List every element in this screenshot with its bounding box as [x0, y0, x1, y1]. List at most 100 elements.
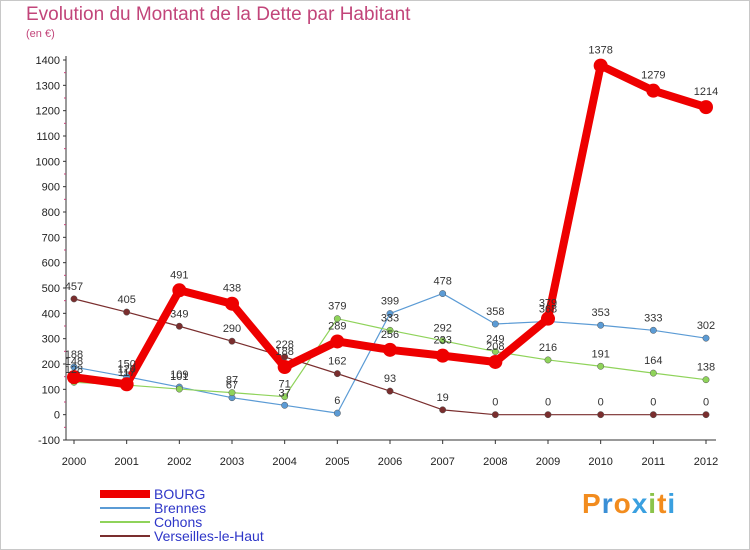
- data-label-verseilles-le-haut: 228: [275, 339, 293, 351]
- x-tick-label: 2011: [642, 456, 666, 468]
- point-verseilles-le-haut: [702, 411, 710, 419]
- logo-letter: i: [648, 488, 658, 519]
- point-bourg: [699, 100, 713, 115]
- legend-item-brennes: Brennes: [100, 500, 350, 516]
- point-brennes: [491, 320, 499, 328]
- point-bourg: [488, 354, 503, 369]
- data-label-brennes: 302: [697, 320, 715, 332]
- logo-letter: x: [631, 488, 649, 519]
- data-label-bourg: 491: [170, 269, 188, 281]
- point-bourg: [172, 283, 187, 298]
- point-cohons: [333, 315, 341, 323]
- legend-label-brennes: Brennes: [154, 500, 207, 516]
- x-tick-label: 2001: [114, 456, 138, 468]
- data-label-brennes: 399: [381, 296, 399, 308]
- data-label-brennes: 109: [170, 369, 188, 381]
- legend-item-bourg: BOURG: [100, 486, 350, 502]
- y-tick-label: 1100: [36, 131, 60, 143]
- x-tick-label: 2002: [167, 456, 191, 468]
- data-label-bourg: 1214: [694, 86, 718, 98]
- data-label-cohons: 117: [118, 367, 136, 379]
- data-label-verseilles-le-haut: 405: [117, 294, 135, 306]
- x-tick-label: 2009: [536, 456, 560, 468]
- x-tick-label: 2010: [588, 456, 612, 468]
- y-tick-label: 700: [42, 232, 60, 244]
- legend-item-verseilles-le-haut: Verseilles-le-Haut: [100, 528, 350, 544]
- y-tick-label: 1000: [36, 156, 60, 168]
- data-label-verseilles-le-haut: 0: [545, 397, 551, 409]
- y-tick-label: 100: [42, 384, 60, 396]
- data-label-bourg: 438: [223, 283, 241, 295]
- x-tick-label: 2008: [483, 456, 507, 468]
- data-label-bourg: 256: [381, 329, 399, 341]
- point-cohons: [649, 369, 657, 377]
- point-verseilles-le-haut: [597, 411, 605, 419]
- data-labels: 188 150 109 67 37 6 399 478 358 368 353 333 302 128 11…: [65, 45, 718, 409]
- point-cohons: [544, 356, 552, 364]
- point-bourg: [67, 370, 81, 385]
- legend-swatch-cohons: [100, 521, 150, 523]
- point-bourg: [330, 334, 345, 349]
- data-label-verseilles-le-haut: 349: [170, 308, 188, 320]
- data-label-brennes: 6: [334, 395, 340, 407]
- point-cohons: [228, 389, 236, 397]
- x-tick-label: 2005: [325, 456, 349, 468]
- point-brennes: [597, 321, 605, 329]
- legend-swatch-verseilles-le-haut: [100, 535, 150, 537]
- data-label-verseilles-le-haut: 290: [223, 323, 241, 335]
- legend-item-cohons: Cohons: [100, 514, 350, 530]
- data-label-cohons: 128: [65, 364, 83, 376]
- point-verseilles-le-haut: [228, 337, 236, 345]
- x-tick-label: 2000: [62, 456, 86, 468]
- logo-letter: t: [657, 488, 668, 519]
- y-tick-label: 1400: [36, 55, 60, 67]
- point-cohons: [386, 326, 394, 334]
- point-verseilles-le-haut: [386, 387, 394, 395]
- line-chart: -100010020030040050060070080090010001100…: [36, 45, 719, 468]
- series-points: [67, 58, 713, 419]
- data-label-verseilles-le-haut: 0: [703, 397, 709, 409]
- data-label-verseilles-le-haut: 0: [492, 397, 498, 409]
- y-tick-label: 200: [42, 359, 60, 371]
- y-tick-label: 900: [42, 182, 60, 194]
- data-label-bourg: 148: [65, 356, 83, 368]
- y-tick-label: 600: [42, 258, 60, 270]
- x-tick-label: 2004: [272, 456, 296, 468]
- data-label-cohons: 292: [433, 323, 451, 335]
- point-verseilles-le-haut: [333, 370, 341, 378]
- point-bourg: [435, 348, 450, 363]
- point-cohons: [281, 393, 289, 401]
- point-brennes: [333, 409, 341, 417]
- y-tick-label: 0: [54, 410, 60, 422]
- data-label-bourg: 1279: [641, 70, 665, 82]
- data-label-verseilles-le-haut: 19: [437, 392, 449, 404]
- point-brennes: [439, 290, 447, 298]
- data-label-brennes: 67: [226, 380, 238, 392]
- data-label-verseilles-le-haut: 93: [384, 373, 396, 385]
- point-cohons: [702, 376, 710, 384]
- y-tick-label: -100: [38, 435, 60, 447]
- point-bourg: [646, 83, 661, 98]
- point-brennes: [386, 310, 394, 318]
- point-brennes: [281, 401, 289, 409]
- series-lines: [70, 61, 710, 416]
- data-label-cohons: 71: [279, 379, 291, 391]
- legend-label-cohons: Cohons: [154, 514, 203, 530]
- axes: -100010020030040050060070080090010001100…: [36, 55, 719, 468]
- point-verseilles-le-haut: [175, 322, 183, 330]
- data-label-cohons: 216: [539, 342, 557, 354]
- point-cohons: [175, 385, 183, 393]
- data-label-brennes: 37: [279, 387, 291, 399]
- point-verseilles-le-haut: [439, 406, 447, 414]
- point-cohons: [439, 337, 447, 345]
- data-label-brennes: 368: [539, 303, 557, 315]
- data-label-cohons: 379: [328, 301, 346, 313]
- data-label-bourg: 289: [328, 320, 346, 332]
- point-verseilles-le-haut: [491, 411, 499, 419]
- data-label-brennes: 188: [65, 349, 83, 361]
- x-tick-label: 2007: [430, 456, 454, 468]
- point-brennes: [649, 326, 657, 334]
- logo-letter: o: [613, 488, 632, 519]
- data-label-verseilles-le-haut: 162: [328, 356, 346, 368]
